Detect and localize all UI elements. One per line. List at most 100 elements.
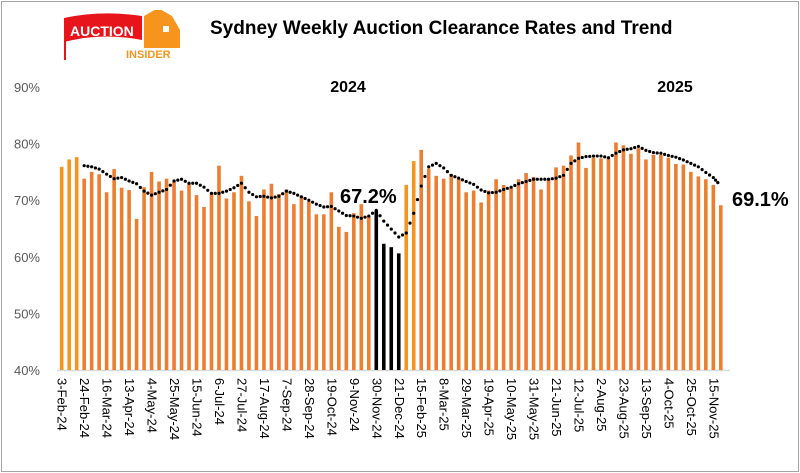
bar-27-Jul-24 — [239, 175, 244, 370]
trend-dot — [415, 198, 420, 202]
trend-dot — [490, 190, 494, 195]
x-tick-label: 2-Aug-25 — [594, 378, 609, 431]
x-tick-label: 8-Mar-25 — [437, 378, 452, 431]
trend-dot — [224, 189, 229, 193]
trend-dot — [258, 194, 262, 199]
trend-dot — [502, 187, 506, 192]
trend-dot — [382, 219, 386, 223]
trend-dot — [505, 186, 509, 190]
trend-dot — [565, 167, 569, 171]
trend-dot — [689, 161, 693, 166]
trend-dot — [464, 179, 468, 184]
trend-dot — [610, 153, 614, 158]
trend-dot — [531, 177, 536, 181]
trend-dot — [273, 195, 277, 199]
bar-5-Apr-25 — [471, 190, 476, 370]
trend-dot — [239, 181, 244, 185]
x-tick-label: 30-Nov-24 — [369, 378, 384, 439]
trend-dot — [329, 204, 333, 209]
trend-dot — [176, 178, 180, 182]
x-tick-label: 28-Sep-24 — [302, 378, 317, 439]
trend-dot — [179, 177, 184, 181]
trend-dot — [266, 195, 270, 199]
bar-26-Oct-24 — [337, 226, 341, 370]
trend-dot — [322, 205, 326, 209]
trend-dot — [629, 147, 633, 151]
trend-dot — [161, 189, 165, 193]
trend-dot — [120, 175, 124, 180]
trend-dot — [198, 183, 202, 187]
trend-dot — [194, 181, 199, 185]
x-tick-label: 21-Dec-24 — [392, 378, 407, 439]
trend-dot — [97, 167, 101, 171]
trend-dot — [344, 213, 348, 218]
trend-dot — [131, 180, 135, 184]
trend-dot — [254, 195, 259, 199]
x-tick-label: 9-Nov-24 — [347, 378, 362, 431]
bar-19-Apr-25 — [486, 190, 491, 370]
trend-dot — [663, 152, 667, 156]
trend-dot — [333, 207, 337, 211]
bar-31-Aug-24 — [277, 193, 281, 370]
trend-dot — [397, 235, 401, 239]
trend-dot — [142, 189, 146, 193]
trend-dot — [427, 165, 431, 169]
bar-15-Feb-25 — [419, 149, 424, 370]
bar-26-Jul-25 — [591, 157, 596, 370]
bar-3-Aug-24 — [247, 201, 251, 370]
x-tick-label: 3-Feb-24 — [55, 378, 70, 431]
trend-dot — [625, 147, 629, 151]
bar-21-Sep-24 — [299, 195, 304, 370]
trend-dot — [277, 194, 281, 198]
trend-dot — [153, 192, 157, 196]
trend-dot — [438, 164, 442, 168]
trend-dot — [370, 211, 375, 215]
bar-12-Oct-24 — [322, 214, 326, 370]
trend-dot — [281, 192, 285, 196]
bar-27-Apr-24 — [142, 187, 146, 370]
x-tick-label: 15-Jun-24 — [190, 378, 205, 437]
trend-dot — [284, 189, 288, 193]
bar-22-Nov-25 — [719, 205, 723, 370]
bar-26-Apr-25 — [494, 179, 498, 370]
trend-dot — [580, 155, 584, 160]
bar-9-Nov-24 — [352, 213, 356, 370]
trend-dot — [367, 214, 371, 218]
x-tick-label: 15-Nov-25 — [706, 378, 721, 439]
annotation-67-2: 67.2% — [340, 186, 397, 208]
bar-12-Jul-25 — [576, 142, 581, 370]
trend-dot — [599, 154, 603, 158]
bar-18-May-24 — [164, 178, 169, 370]
bar-5-Jul-25 — [569, 155, 573, 370]
trend-dot — [101, 170, 105, 174]
bar-25-Oct-25 — [689, 171, 693, 370]
trend-dot — [86, 164, 90, 168]
trend-dot — [251, 192, 255, 197]
trend-dot — [116, 176, 120, 180]
x-tick-label: 16-Mar-24 — [100, 378, 115, 438]
y-tick-label: 70% — [14, 193, 40, 208]
trend-dot — [479, 188, 483, 192]
x-tick-label: 4-Oct-25 — [661, 378, 676, 429]
trend-dot — [355, 215, 360, 219]
trend-dot — [434, 161, 438, 166]
x-tick-label: 13-Apr-24 — [122, 378, 137, 436]
trend-dot — [561, 173, 566, 177]
bar-16-Aug-25 — [614, 142, 618, 370]
trend-dot — [423, 174, 427, 179]
trend-dot — [93, 166, 98, 170]
bar-20-Apr-24 — [134, 218, 139, 370]
bar-2-Nov-24 — [344, 231, 349, 370]
trend-dot — [569, 161, 573, 166]
trend-dot — [648, 149, 652, 154]
bar-2-Aug-25 — [599, 158, 603, 370]
bar-13-Sep-25 — [644, 159, 648, 370]
trend-dot — [348, 214, 352, 218]
trend-dot — [108, 174, 112, 179]
trend-dot — [269, 196, 274, 200]
bar-1-Nov-25 — [696, 176, 701, 370]
trend-dot — [412, 211, 416, 215]
bar-28-Jun-25 — [561, 165, 566, 370]
